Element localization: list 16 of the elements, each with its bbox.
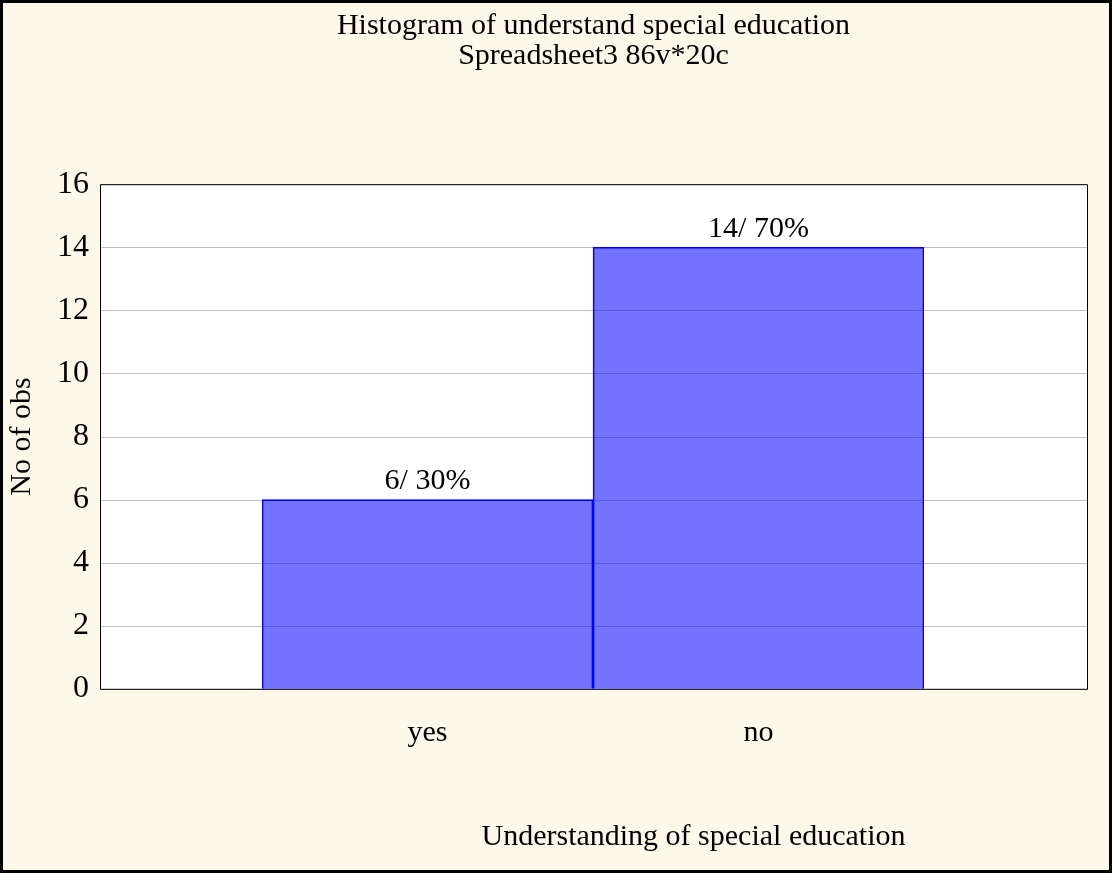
y-tick-label: 12	[57, 289, 89, 326]
y-tick-label: 2	[73, 605, 89, 642]
y-tick-label: 16	[57, 163, 89, 200]
data-label: 14/ 70%	[708, 210, 809, 244]
y-tick-label: 6	[73, 478, 89, 515]
data-label: 6/ 30%	[384, 462, 471, 496]
y-tick-label: 0	[73, 668, 89, 705]
y-axis-title: No of obs	[2, 377, 36, 496]
x-tick-label: no	[743, 713, 774, 747]
y-tick-label: 14	[57, 226, 89, 263]
chart-title: Histogram of understand special education	[336, 7, 851, 40]
x-tick-label: yes	[407, 713, 448, 747]
y-tick-label: 10	[57, 352, 89, 389]
y-tick-label: 8	[73, 415, 89, 452]
x-axis-title: Understanding of special education	[481, 818, 906, 851]
y-tick-label: 4	[73, 542, 89, 579]
